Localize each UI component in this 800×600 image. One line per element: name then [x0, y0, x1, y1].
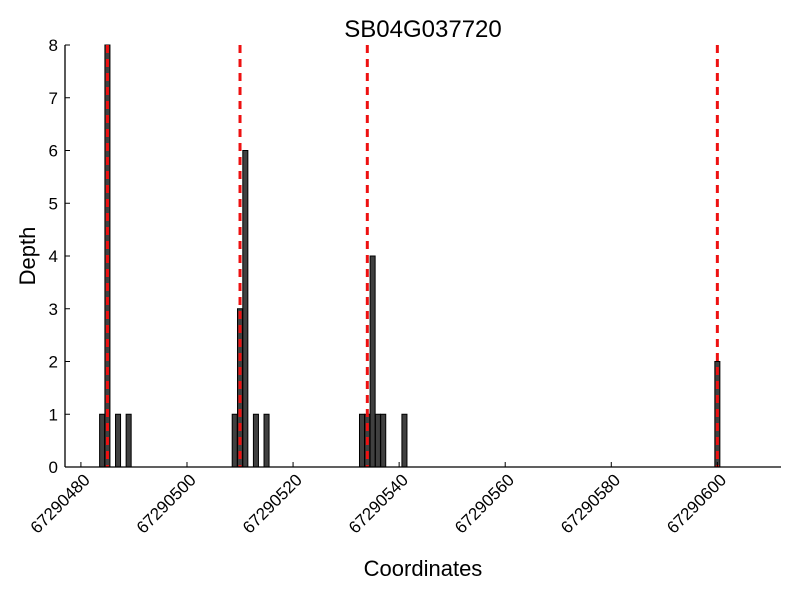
x-tick-label-3: 67290540 — [345, 470, 412, 537]
axes-layer — [64, 45, 781, 468]
bar-3 — [125, 413, 132, 468]
y-tick-label-2: 2 — [49, 353, 58, 372]
y-tick-label-5: 5 — [49, 194, 58, 213]
y-tick-label-7: 7 — [49, 89, 58, 108]
bars-layer — [99, 44, 721, 468]
x-tick-label-6: 67290600 — [663, 470, 730, 537]
bar-7 — [252, 413, 259, 468]
x-tick-label-1: 67290500 — [133, 470, 200, 537]
bar-9 — [358, 413, 366, 468]
bar-0 — [99, 413, 106, 468]
bar-12 — [374, 413, 381, 468]
x-tick-label-4: 67290560 — [451, 470, 518, 537]
chart-title: SB04G037720 — [344, 16, 501, 43]
markers-layer — [105, 45, 719, 467]
y-tick-label-1: 1 — [49, 405, 58, 424]
y-tick-label-4: 4 — [49, 247, 58, 266]
y-axis-label: Depth — [15, 227, 40, 286]
y-tick-label-8: 8 — [49, 36, 58, 55]
y-tick-label-3: 3 — [49, 300, 58, 319]
bar-14 — [401, 413, 408, 468]
y-tick-label-0: 0 — [49, 458, 58, 477]
y-ticks: 0 1 2 3 4 5 6 7 8 — [49, 36, 70, 477]
x-tick-label-5: 67290580 — [557, 470, 624, 537]
x-tick-label-2: 67290520 — [239, 470, 306, 537]
bar-2 — [115, 413, 122, 468]
bar-4 — [231, 413, 238, 468]
bar-11 — [369, 255, 376, 468]
x-ticks: 67290480 67290500 67290520 67290540 67290560… — [27, 462, 730, 537]
bar-6 — [242, 150, 249, 468]
bar-8 — [263, 413, 270, 468]
x-tick-label-0: 67290480 — [27, 470, 94, 537]
x-axis-label: Coordinates — [364, 556, 483, 581]
y-tick-label-6: 6 — [49, 142, 58, 161]
bar-13 — [380, 413, 387, 468]
